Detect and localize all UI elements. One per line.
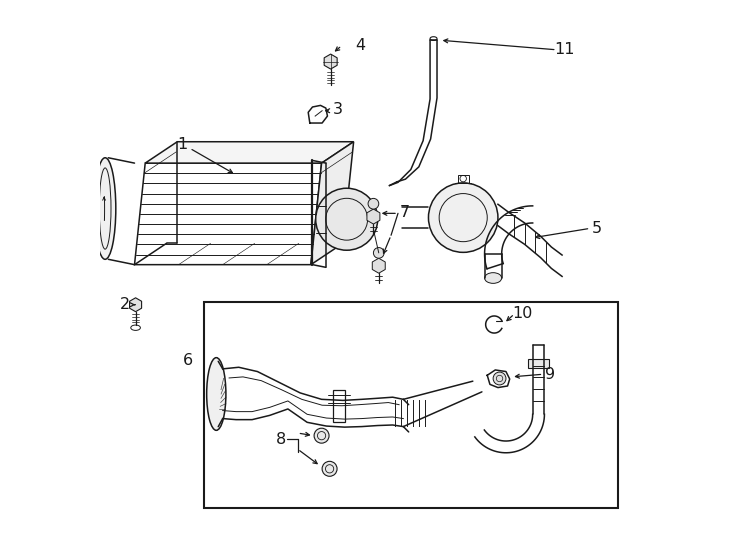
Text: 6: 6 bbox=[183, 353, 193, 368]
Text: 8: 8 bbox=[277, 432, 286, 447]
Ellipse shape bbox=[484, 273, 501, 284]
Circle shape bbox=[493, 372, 506, 385]
Bar bbox=[458, 175, 468, 183]
Text: 11: 11 bbox=[554, 42, 575, 57]
Text: 2: 2 bbox=[120, 297, 131, 312]
Polygon shape bbox=[372, 258, 385, 273]
Bar bbox=[528, 359, 549, 368]
Circle shape bbox=[322, 461, 337, 476]
Text: 4: 4 bbox=[355, 38, 365, 53]
Ellipse shape bbox=[316, 188, 378, 250]
Text: 10: 10 bbox=[512, 306, 532, 321]
Polygon shape bbox=[145, 141, 354, 163]
Bar bbox=[204, 302, 618, 508]
Text: 7: 7 bbox=[399, 205, 410, 220]
Text: 5: 5 bbox=[592, 221, 602, 236]
Ellipse shape bbox=[429, 183, 498, 252]
Ellipse shape bbox=[95, 158, 116, 259]
Polygon shape bbox=[311, 141, 354, 265]
Text: 9: 9 bbox=[545, 367, 556, 382]
Text: 1: 1 bbox=[178, 137, 188, 152]
Text: 3: 3 bbox=[333, 102, 343, 117]
Polygon shape bbox=[130, 298, 142, 312]
Bar bbox=[333, 390, 345, 422]
Circle shape bbox=[314, 428, 329, 443]
Polygon shape bbox=[324, 54, 337, 69]
Ellipse shape bbox=[207, 357, 226, 430]
Circle shape bbox=[368, 198, 379, 209]
Circle shape bbox=[374, 247, 384, 258]
Polygon shape bbox=[367, 209, 380, 224]
